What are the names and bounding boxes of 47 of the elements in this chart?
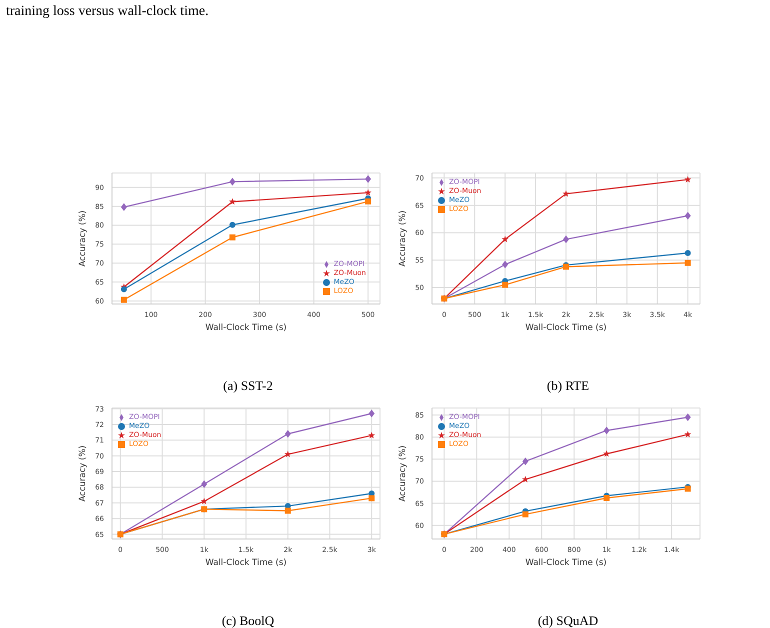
x-axis-title: Wall-Clock Time (s) [525, 323, 607, 333]
point [502, 260, 508, 268]
point [284, 430, 291, 438]
point [522, 457, 528, 466]
text: (d) SQuAD [536, 613, 600, 628]
point [229, 234, 236, 240]
y-axis-title: Accuracy (%) [398, 445, 408, 502]
point [684, 176, 692, 182]
point [368, 432, 376, 438]
x-axis-title: Wall-Clock Time (s) [525, 558, 607, 568]
point [364, 189, 372, 196]
point [284, 508, 291, 514]
point [684, 413, 691, 422]
point [684, 212, 691, 220]
point [684, 430, 692, 438]
text: training loss versus wall-clock time. [6, 4, 209, 20]
point [365, 175, 372, 183]
x-axis-title: Wall-Clock Time (s) [205, 558, 287, 568]
point [120, 296, 127, 303]
point [562, 190, 570, 197]
point [229, 178, 236, 186]
point [604, 426, 610, 434]
text: (c) BoolQ [220, 613, 276, 628]
text: (a) SST-2 [222, 378, 274, 394]
point [365, 198, 372, 204]
y-axis-title: Accuracy (%) [398, 210, 408, 267]
point [120, 286, 127, 292]
x-axis-title: Wall-Clock Time (s) [205, 323, 287, 333]
point [684, 260, 691, 266]
point [502, 236, 509, 242]
text: (b) RTE [546, 378, 590, 394]
point [368, 410, 375, 418]
point [229, 198, 236, 205]
point [229, 222, 236, 228]
point [522, 476, 529, 482]
y-axis-title: Accuracy (%) [78, 210, 88, 267]
point [522, 511, 528, 518]
point [603, 450, 610, 457]
point [284, 450, 292, 458]
point [563, 235, 569, 244]
y-axis-title: Accuracy (%) [78, 445, 88, 502]
point [120, 203, 127, 211]
point [684, 250, 691, 256]
point [502, 282, 508, 288]
point [200, 498, 208, 504]
point [201, 480, 208, 488]
point [368, 495, 375, 502]
